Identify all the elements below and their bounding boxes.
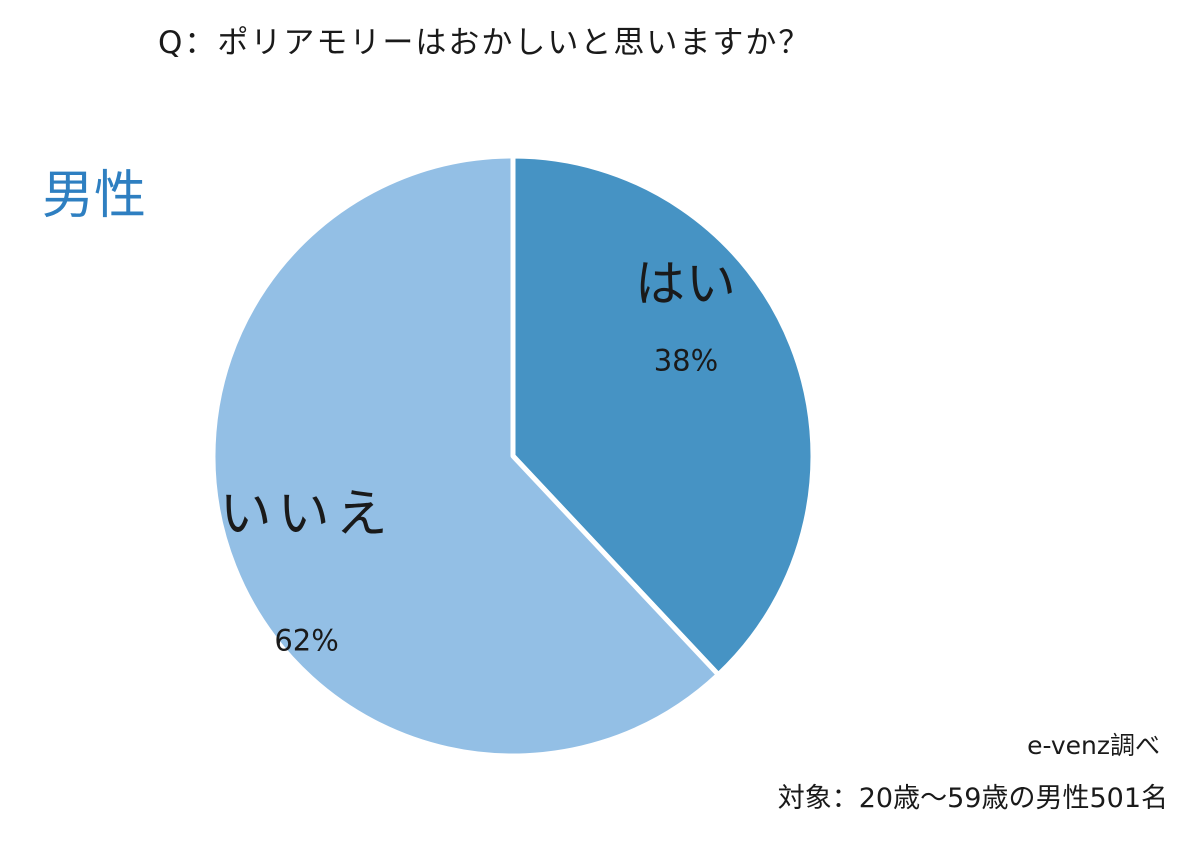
pie-slice-no — [210, 153, 721, 759]
pie-labels: はい 38% いいえ 62% — [220, 255, 737, 658]
source-note: e-venz調べ — [1027, 731, 1160, 760]
slice-label-no: いいえ — [220, 485, 394, 545]
slice-value-no: 62% — [274, 624, 338, 658]
slice-label-yes: はい — [635, 255, 737, 313]
slice-value-yes: 38% — [654, 344, 718, 378]
target-note: 対象：20歳〜59歳の男性501名 — [777, 783, 1168, 814]
chart-title: Q：ポリアモリーはおかしいと思いますか？ — [158, 25, 812, 61]
pie-slices — [210, 153, 816, 759]
group-label: 男性 — [42, 166, 147, 226]
pie-slice-yes — [510, 153, 816, 678]
